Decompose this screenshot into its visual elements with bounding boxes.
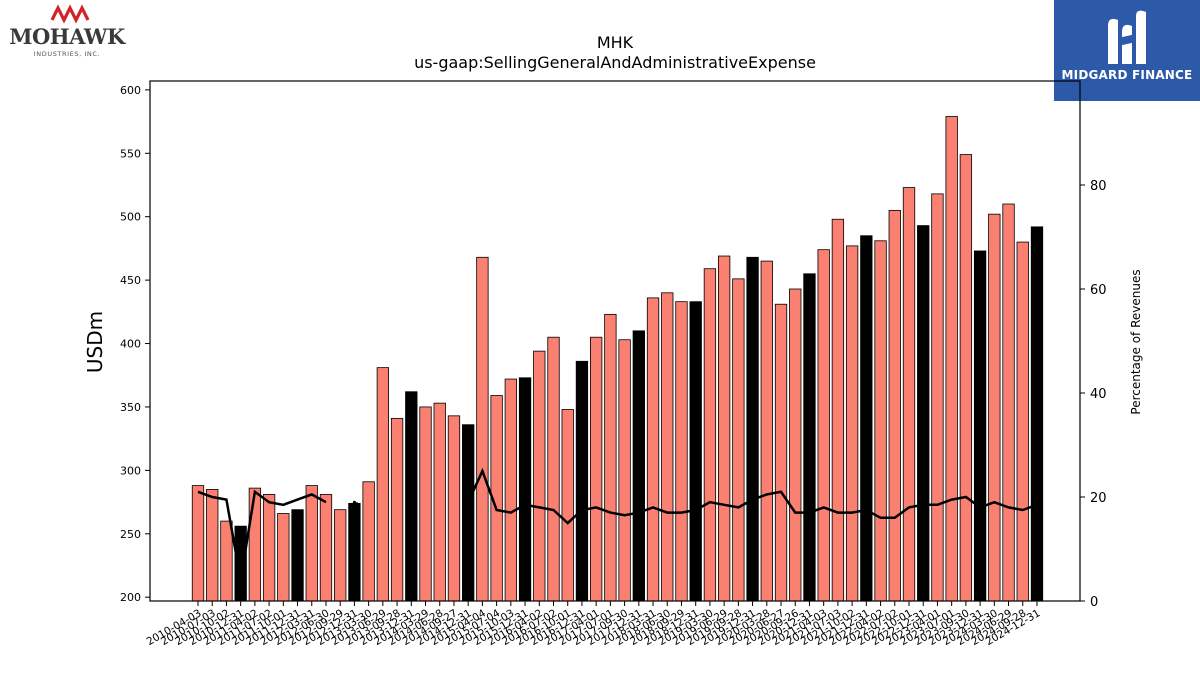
bar-2012-12-31	[348, 502, 361, 602]
midgard-finance-logo-name: MIDGARD FINANCE	[1061, 68, 1193, 82]
bar-2011-10-01	[277, 513, 290, 602]
y2-tick-label-80: 80	[1090, 179, 1107, 194]
bar-2024-09-28	[1016, 241, 1029, 602]
bar-2011-04-02	[248, 487, 262, 602]
y-axis-label: USDm	[83, 311, 107, 373]
bar-2014-06-28	[433, 402, 446, 602]
bar-2014-03-29	[419, 406, 432, 602]
plot-frame	[149, 80, 1081, 602]
y-tick-label-600: 600	[120, 84, 141, 97]
bar-2018-09-29	[675, 301, 688, 602]
bar-2019-09-28	[732, 278, 745, 602]
y-tick-label-450: 450	[120, 274, 141, 287]
bar-2022-10-01	[902, 187, 916, 602]
bar-2012-06-30	[319, 494, 333, 602]
bar-2016-04-02	[533, 350, 546, 602]
secondary-y-axis-label: Percentage of Revenues	[1129, 269, 1143, 414]
bar-2021-07-03	[831, 218, 845, 602]
bar-2021-12-31	[860, 235, 873, 602]
bar-2022-07-02	[888, 209, 901, 602]
bar-2017-12-31	[632, 330, 645, 602]
bar-2024-03-30	[988, 213, 1001, 602]
bar-2024-12-31	[1030, 226, 1044, 602]
bar-2020-06-27	[774, 303, 788, 602]
bar-2020-09-26	[789, 288, 802, 602]
bar-2010-04-03	[191, 485, 205, 602]
bar-2017-07-01	[604, 313, 617, 602]
y2-tick-label-40: 40	[1090, 387, 1107, 402]
y-tick-label-250: 250	[120, 528, 141, 541]
bar-2023-04-01	[931, 193, 944, 602]
chart-title: MHK	[597, 33, 634, 52]
revenue-percentage-line-segment-0	[197, 489, 327, 581]
y-tick-label-400: 400	[120, 338, 141, 351]
y-tick-label-550: 550	[120, 147, 141, 160]
bar-2018-12-31	[689, 301, 702, 602]
bar-2019-03-30	[703, 268, 717, 602]
bar-2021-10-02	[845, 245, 859, 602]
midgard-finance-logo-mark-icon	[1108, 10, 1146, 65]
axes-layer: 2002503003504004505005506000204060802010…	[120, 80, 1107, 648]
bar-2018-06-30	[661, 292, 674, 602]
bar-2016-07-02	[547, 336, 560, 602]
bar-2016-10-01	[561, 409, 574, 602]
bars-layer	[191, 116, 1044, 602]
chart-subtitle: us-gaap:SellingGeneralAndAdministrativeE…	[414, 53, 816, 72]
bar-2016-12-31	[575, 360, 589, 602]
bar-2013-03-30	[362, 481, 375, 602]
bar-2015-12-31	[518, 377, 532, 602]
y-tick-label-200: 200	[120, 591, 141, 604]
bar-2022-12-31	[917, 225, 930, 602]
revenue-percentage-line-segment-2	[467, 467, 1038, 525]
mohawk-logo-subtitle: INDUSTRIES, INC.	[33, 50, 101, 58]
bar-2013-06-29	[376, 367, 390, 602]
bar-2020-12-31	[803, 273, 816, 602]
bar-2014-09-27	[447, 415, 461, 602]
y2-tick-label-20: 20	[1090, 491, 1107, 506]
bar-2021-04-03	[817, 249, 830, 602]
midgard-finance-logo: MIDGARD FINANCE	[1054, 0, 1200, 101]
bar-2011-07-02	[262, 494, 276, 602]
y-tick-label-350: 350	[120, 401, 141, 414]
bar-2023-07-01	[945, 116, 958, 602]
bar-2018-03-31	[646, 297, 660, 602]
bar-2012-03-31	[305, 485, 318, 602]
bar-2017-09-30	[618, 339, 631, 602]
bar-2010-07-03	[206, 488, 219, 602]
bar-2014-12-31	[462, 424, 475, 602]
bar-2023-12-31	[973, 250, 987, 602]
bar-2019-12-31	[746, 256, 759, 602]
revenue-percentage-line-layer	[197, 467, 1038, 601]
bar-2013-09-28	[390, 417, 404, 602]
bar-2020-03-28	[760, 260, 773, 602]
mohawk-logo-name: MOHAWK	[9, 24, 125, 49]
bar-2010-10-02	[220, 520, 233, 602]
bar-2023-09-30	[959, 154, 973, 602]
bar-2011-12-31	[291, 509, 304, 602]
y-tick-label-500: 500	[120, 211, 141, 224]
bar-2022-04-02	[874, 240, 887, 602]
y2-tick-label-60: 60	[1090, 283, 1107, 298]
mohawk-logo: MOHAWK INDUSTRIES, INC.	[4, 4, 134, 60]
mohawk-logo-mark-icon	[50, 4, 90, 24]
y-tick-label-300: 300	[120, 464, 141, 477]
y2-tick-label-0: 0	[1090, 595, 1098, 610]
bar-2015-04-04	[476, 256, 489, 602]
bar-2024-06-29	[1002, 203, 1015, 602]
bar-2012-09-29	[334, 509, 347, 602]
bar-2013-12-31	[405, 391, 418, 602]
bar-2019-06-29	[717, 255, 731, 602]
bar-2017-04-01	[590, 336, 603, 602]
bar-2015-10-03	[504, 378, 517, 602]
